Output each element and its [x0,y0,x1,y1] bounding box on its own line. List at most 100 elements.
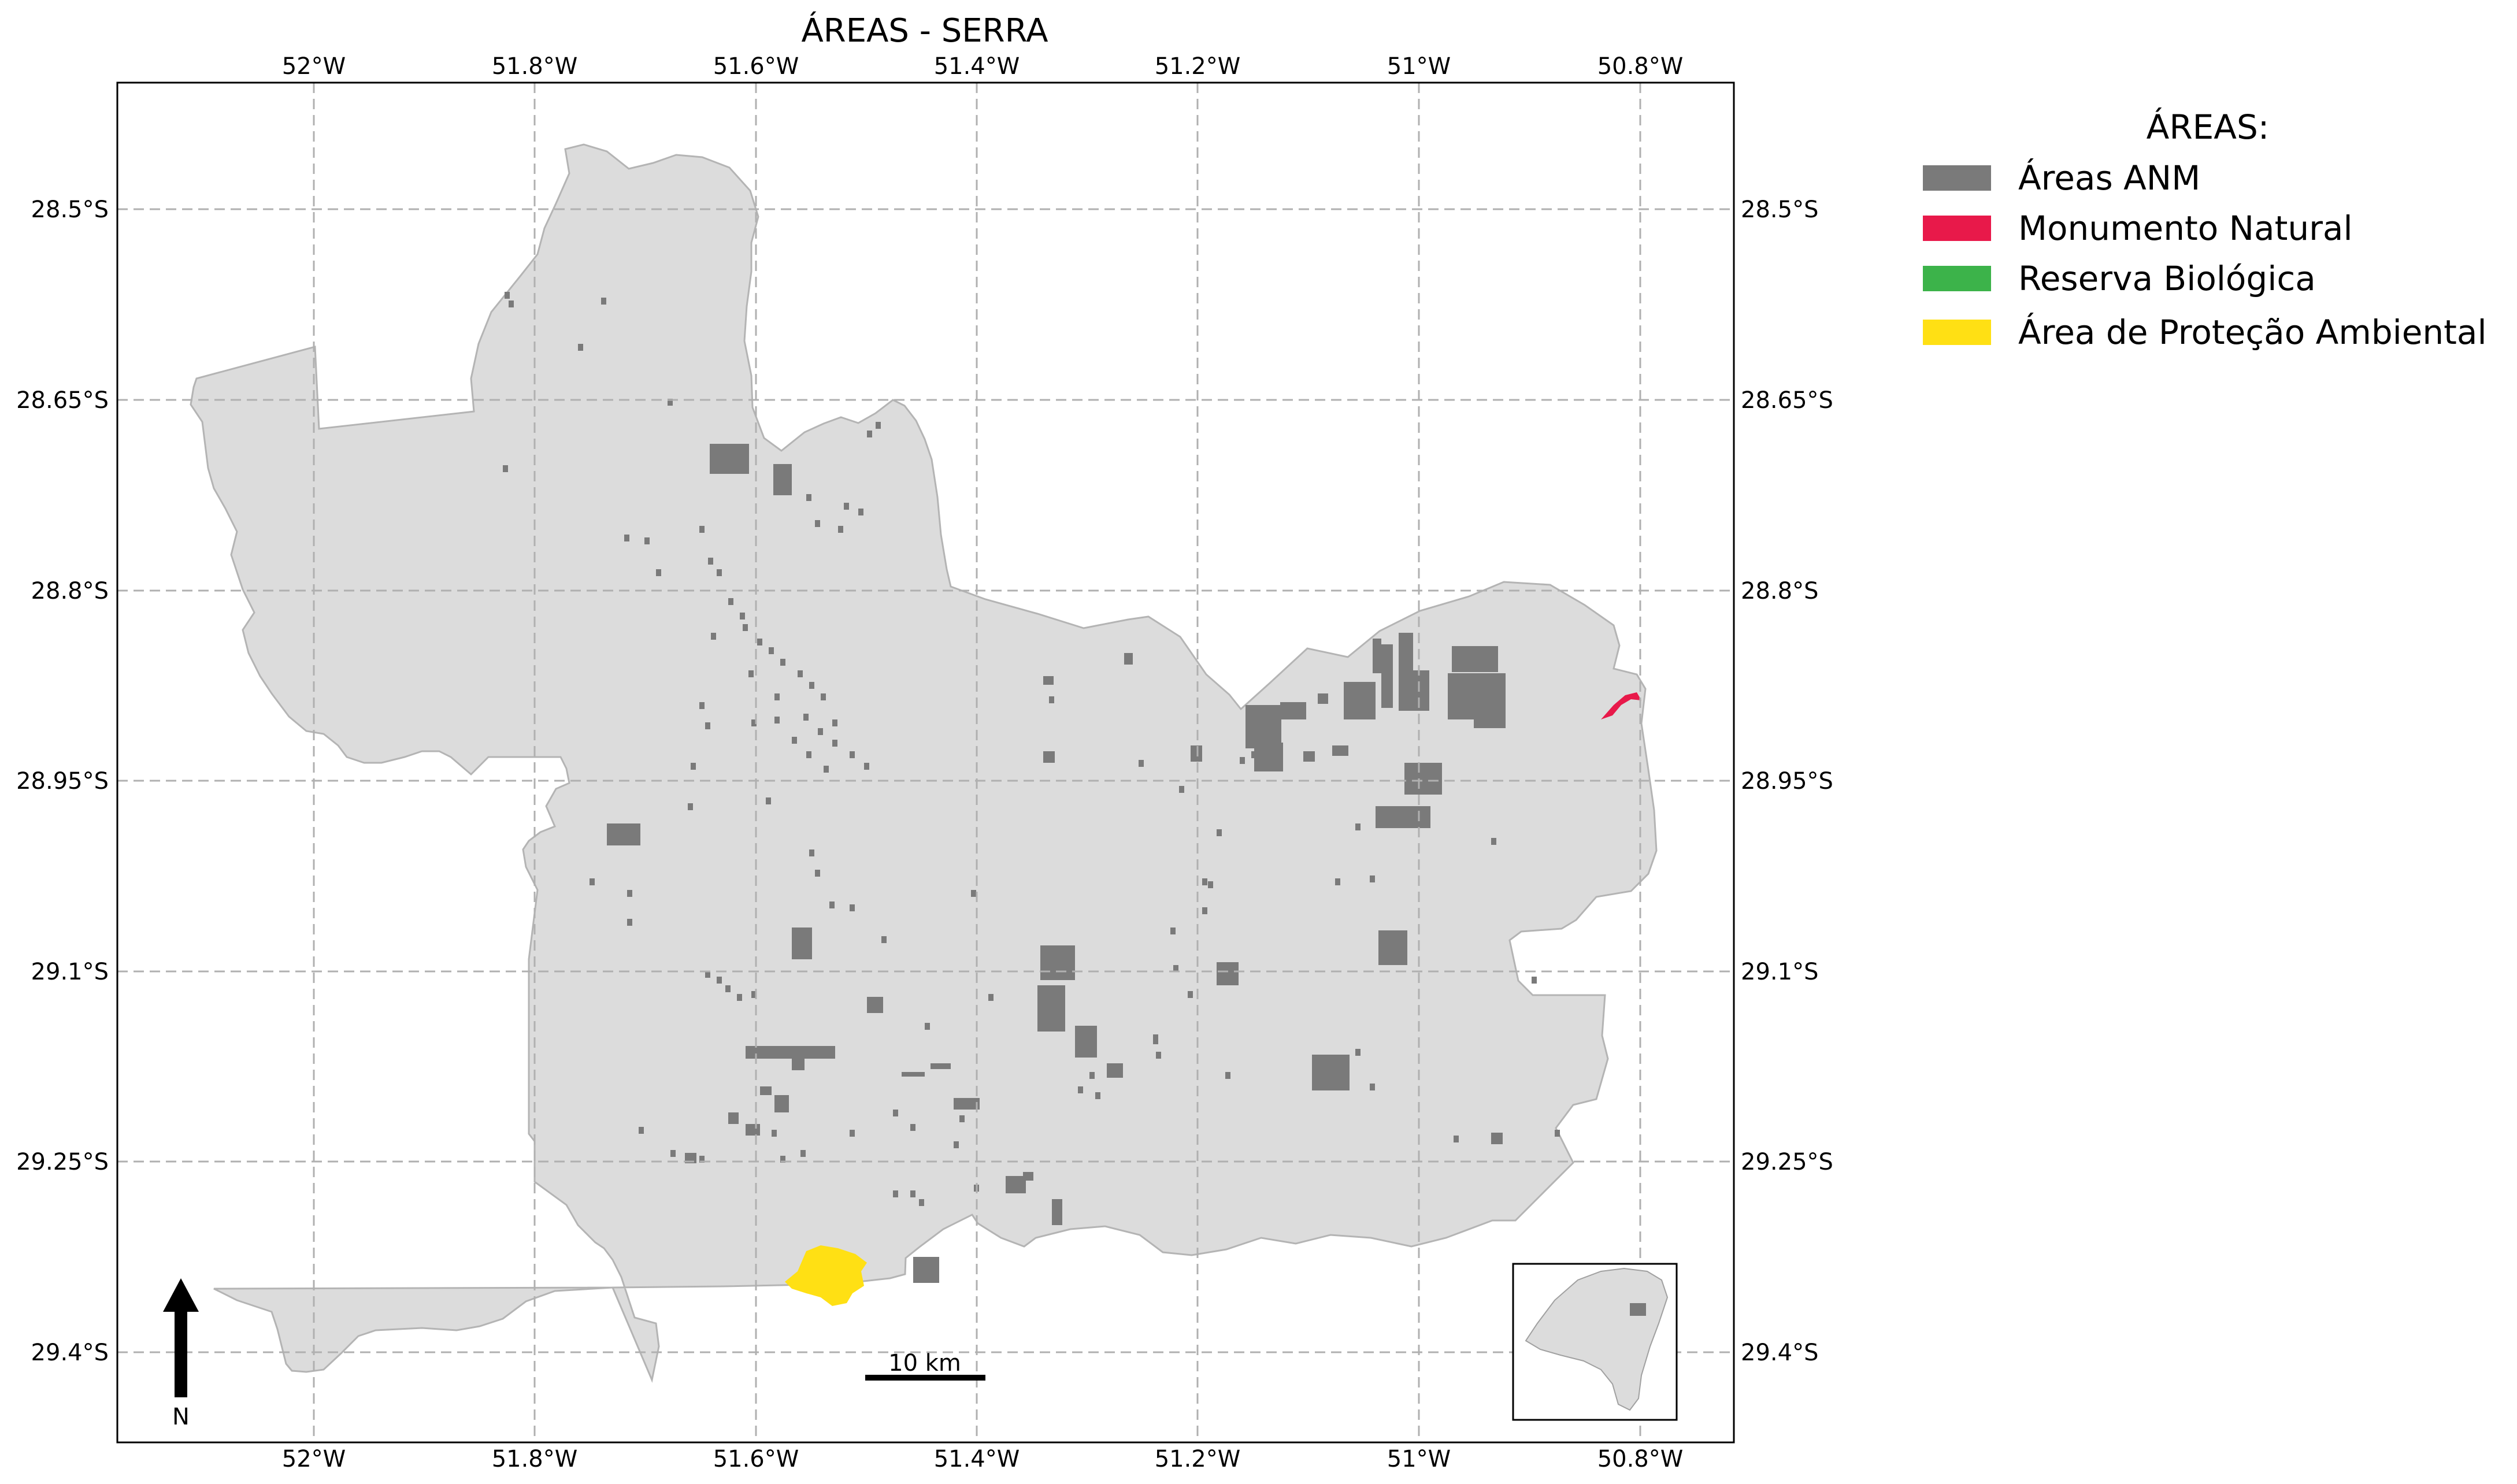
anm-area [1373,639,1381,673]
anm-area [751,719,757,726]
legend-swatch [1923,165,1991,191]
monumento-natural-area [1601,692,1641,719]
anm-area [748,670,754,677]
lon-tick-bottom: 52°W [282,1446,346,1472]
anm-area [815,870,820,877]
lat-tick-right: 28.95°S [1741,768,1833,795]
anm-area [668,399,673,406]
anm-area [1399,633,1413,711]
anm-area [740,613,745,619]
anm-area [699,1156,705,1163]
lon-tick-top: 51.8°W [492,53,578,80]
north-arrow-icon [163,1278,199,1312]
anm-area [988,994,994,1001]
anm-area [867,997,883,1013]
anm-area [728,1112,739,1124]
anm-area [809,682,814,689]
anm-area [705,971,710,978]
legend-label: Reserva Biológica [2018,259,2316,298]
anm-area [1454,1136,1459,1142]
lon-tick-top: 51.6°W [713,53,799,80]
lon-tick-bottom: 51.2°W [1155,1446,1241,1472]
anm-area [850,751,855,758]
anm-area [780,659,785,666]
anm-area [743,624,748,631]
anm-area [711,633,716,640]
anm-area [1173,965,1178,972]
anm-area [1381,644,1393,708]
anm-area [910,1190,915,1197]
anm-area [710,444,749,474]
anm-area [1491,1133,1503,1144]
anm-area [1006,1176,1026,1193]
lon-tick-top: 51.4°W [934,53,1020,80]
anm-area [913,1257,939,1283]
anm-area [792,1058,805,1070]
anm-area [881,936,887,943]
anm-area [1043,676,1054,685]
anm-area [772,1130,777,1137]
anm-area [815,520,820,527]
anm-area [809,849,814,856]
anm-area [1491,838,1496,845]
anm-area [1153,1037,1158,1044]
anm-area [806,494,811,501]
anm-area [931,1063,951,1069]
legend-swatch [1923,216,1991,241]
lon-tick-bottom: 51.8°W [492,1446,578,1472]
anm-area [1335,878,1340,885]
anm-area [774,693,780,700]
anm-area [705,722,710,729]
anm-area [1413,670,1429,711]
anm-area [1043,751,1055,763]
lat-tick-left: 28.65°S [16,387,109,414]
anm-area [1170,928,1176,934]
lat-tick-left: 29.25°S [16,1149,109,1175]
anm-area [1217,962,1239,985]
map-frame-border [116,81,1735,1444]
anm-area [1217,829,1222,836]
lat-tick-left: 28.95°S [16,768,109,795]
legend-label: Áreas ANM [2018,158,2200,198]
anm-area [1254,743,1283,771]
north-arrow-shaft [175,1305,187,1397]
anm-area [509,300,514,307]
anm-area [601,298,606,305]
anm-area [627,919,632,926]
apa-area [785,1245,867,1306]
map-title: ÁREAS - SERRA [801,12,1048,50]
anm-area [688,803,693,810]
anm-area [1078,1086,1083,1093]
anm-area [607,823,640,845]
anm-area [818,728,823,735]
lon-tick-bottom: 51°W [1387,1446,1451,1472]
anm-area [1208,881,1213,888]
anm-area [838,526,843,533]
anm-area [1179,786,1184,793]
lat-tick-right: 29.4°S [1741,1340,1818,1366]
anm-area [798,670,803,677]
anm-area [780,1156,785,1163]
anm-area [1370,1084,1375,1090]
anm-area [1376,806,1430,828]
anm-area [1124,653,1133,665]
anm-area [1188,991,1193,998]
anm-area [1049,696,1054,703]
legend-swatch [1923,266,1991,291]
anm-area [1474,673,1506,728]
anm-area [971,890,976,897]
anm-area [832,719,837,726]
lon-tick-bottom: 51.6°W [713,1446,799,1472]
anm-area [1355,1049,1361,1056]
anm-area [1251,751,1256,758]
anm-area [737,994,742,1001]
lon-tick-bottom: 50.8°W [1597,1446,1684,1472]
anm-area [774,717,780,724]
anm-area [876,422,881,429]
anm-area [824,766,829,773]
anm-area [832,740,837,747]
anm-area [656,569,661,576]
lat-tick-right: 29.25°S [1741,1149,1833,1175]
anm-area [850,1130,855,1137]
anm-area [954,1098,980,1110]
